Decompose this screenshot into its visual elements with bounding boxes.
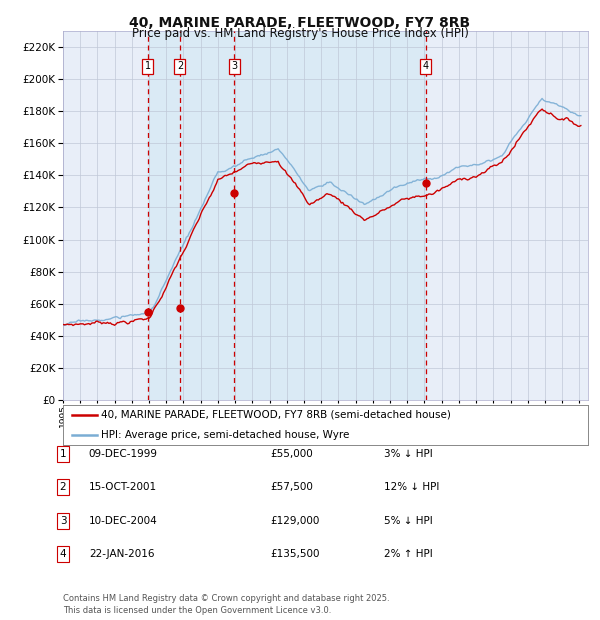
Text: 4: 4 <box>59 549 67 559</box>
Point <box>69 432 76 439</box>
Text: 1: 1 <box>145 61 151 71</box>
Text: 15-OCT-2001: 15-OCT-2001 <box>89 482 157 492</box>
Point <box>69 411 76 418</box>
Text: HPI: Average price, semi-detached house, Wyre: HPI: Average price, semi-detached house,… <box>101 430 349 440</box>
Point <box>94 432 101 439</box>
Text: 1: 1 <box>59 449 67 459</box>
Text: 10-DEC-2004: 10-DEC-2004 <box>89 516 158 526</box>
Text: £55,000: £55,000 <box>270 449 313 459</box>
Text: 3% ↓ HPI: 3% ↓ HPI <box>384 449 433 459</box>
Text: 40, MARINE PARADE, FLEETWOOD, FY7 8RB: 40, MARINE PARADE, FLEETWOOD, FY7 8RB <box>130 16 470 30</box>
Text: 2% ↑ HPI: 2% ↑ HPI <box>384 549 433 559</box>
Bar <box>180 31 234 400</box>
Text: 5% ↓ HPI: 5% ↓ HPI <box>384 516 433 526</box>
Text: 2: 2 <box>177 61 183 71</box>
Text: 22-JAN-2016: 22-JAN-2016 <box>89 549 154 559</box>
Text: Contains HM Land Registry data © Crown copyright and database right 2025.
This d: Contains HM Land Registry data © Crown c… <box>63 594 389 615</box>
Text: 4: 4 <box>422 61 428 71</box>
Bar <box>148 31 180 400</box>
Text: 3: 3 <box>231 61 237 71</box>
Point <box>94 411 101 418</box>
Text: 3: 3 <box>59 516 67 526</box>
Text: £135,500: £135,500 <box>270 549 320 559</box>
Text: 09-DEC-1999: 09-DEC-1999 <box>89 449 158 459</box>
Text: Price paid vs. HM Land Registry's House Price Index (HPI): Price paid vs. HM Land Registry's House … <box>131 27 469 40</box>
Text: 2: 2 <box>59 482 67 492</box>
Text: 12% ↓ HPI: 12% ↓ HPI <box>384 482 439 492</box>
Text: £57,500: £57,500 <box>270 482 313 492</box>
Text: 40, MARINE PARADE, FLEETWOOD, FY7 8RB (semi-detached house): 40, MARINE PARADE, FLEETWOOD, FY7 8RB (s… <box>101 410 451 420</box>
Bar <box>234 31 425 400</box>
Text: £129,000: £129,000 <box>270 516 319 526</box>
